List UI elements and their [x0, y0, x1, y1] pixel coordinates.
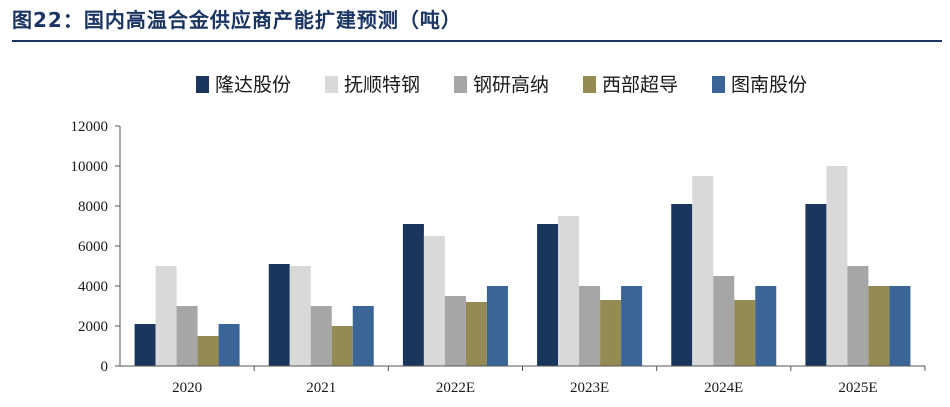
bar-5-0	[805, 204, 827, 366]
y-tick-label-2: 4000	[78, 279, 108, 295]
x-tick-label-1: 2021	[306, 380, 336, 396]
bar-4-0	[671, 204, 693, 366]
legend-swatch-4	[712, 76, 725, 93]
bar-5-1	[826, 166, 848, 366]
bar-5-3	[868, 286, 890, 366]
bar-0-2	[176, 306, 198, 366]
bar-1-1	[289, 266, 311, 366]
bar-5-4	[889, 286, 911, 366]
legend-label-1: 抚顺特钢	[344, 74, 420, 96]
bar-1-0	[268, 264, 290, 366]
y-tick-label-6: 12000	[71, 119, 109, 135]
bar-5-2	[847, 266, 869, 366]
bar-0-0	[134, 324, 156, 366]
x-tick-label-0: 2020	[172, 380, 202, 396]
bar-1-2	[310, 306, 332, 366]
bar-plot-area	[134, 166, 911, 366]
y-tick-label-1: 2000	[78, 319, 108, 335]
bar-0-3	[197, 336, 219, 366]
y-tick-label-0: 0	[101, 359, 109, 375]
bar-0-1	[155, 266, 177, 366]
chart-legend: 隆达股份 抚顺特钢 钢研高纳 西部超导 图南股份	[196, 74, 807, 96]
bar-4-2	[713, 276, 735, 366]
bar-1-4	[352, 306, 374, 366]
x-tick-label-4: 2024E	[704, 380, 743, 396]
title-divider	[12, 40, 942, 42]
legend-label-0: 隆达股份	[215, 74, 291, 96]
y-tick-label-4: 8000	[78, 199, 108, 215]
bar-0-4	[218, 324, 240, 366]
x-tick-label-5: 2025E	[838, 380, 877, 396]
bar-2-3	[465, 302, 487, 366]
legend-label-4: 图南股份	[731, 74, 807, 96]
figure-title: 图22：国内高温合金供应商产能扩建预测（吨）	[12, 8, 462, 32]
bar-3-2	[579, 286, 601, 366]
legend-swatch-2	[454, 76, 467, 93]
y-tick-label-3: 6000	[78, 239, 108, 255]
bar-3-1	[558, 216, 580, 366]
legend-swatch-1	[325, 76, 338, 93]
x-tick-label-3: 2023E	[570, 380, 609, 396]
legend-swatch-3	[583, 76, 596, 93]
bar-4-4	[755, 286, 777, 366]
bar-4-1	[692, 176, 714, 366]
x-tick-label-2: 2022E	[436, 380, 475, 396]
legend-label-3: 西部超导	[602, 74, 678, 96]
bar-3-3	[600, 300, 622, 366]
bar-2-0	[402, 224, 424, 366]
legend-swatch-0	[196, 76, 209, 93]
bar-2-1	[423, 236, 445, 366]
bar-3-4	[621, 286, 643, 366]
bar-2-4	[486, 286, 508, 366]
bar-3-0	[537, 224, 559, 366]
y-tick-label-5: 10000	[71, 159, 109, 175]
chart-axes: 0 2000 4000 6000 8000 10000 12000 2020 2021 2022E…	[71, 119, 926, 396]
bar-2-2	[444, 296, 466, 366]
bar-4-3	[734, 300, 756, 366]
legend-label-2: 钢研高纳	[473, 74, 549, 96]
bar-1-3	[331, 326, 353, 366]
